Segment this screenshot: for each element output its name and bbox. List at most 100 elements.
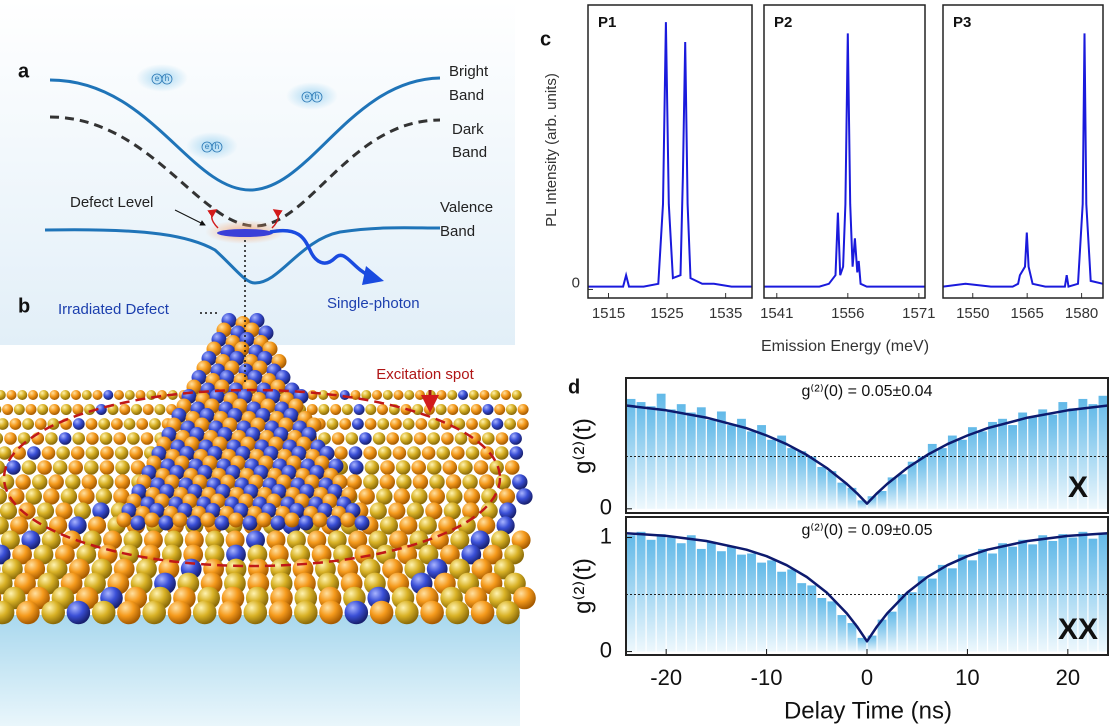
histogram-bar: [957, 439, 967, 509]
histogram-bar: [696, 407, 706, 509]
atom: [27, 446, 41, 460]
plot-frame: [942, 4, 1104, 299]
x-tick-label: -10: [751, 665, 783, 690]
atom: [68, 516, 87, 535]
atom: [127, 432, 140, 445]
atom: [427, 432, 441, 445]
atom: [25, 404, 37, 415]
atom: [458, 390, 468, 400]
atom: [348, 446, 363, 460]
panel-a: a e h e h e h Bright Band Dark: [0, 0, 515, 345]
atom: [465, 446, 480, 460]
histogram-bar: [1068, 408, 1078, 509]
x-tick-label: -20: [650, 665, 682, 690]
atom: [84, 460, 99, 475]
atom: [393, 390, 404, 400]
y-axis-label: g⁽²⁾(t): [569, 418, 596, 474]
relaxation-arrow: [207, 209, 219, 229]
atom: [12, 446, 26, 460]
y-tick-label: 0: [572, 274, 580, 291]
histogram-bar: [1048, 414, 1058, 509]
atom: [400, 432, 413, 445]
atom: [81, 474, 98, 490]
fit-curve: [625, 531, 1109, 643]
atom: [85, 418, 98, 430]
histogram-bar: [968, 427, 977, 509]
atom: [184, 530, 204, 550]
atom: [435, 404, 447, 415]
atom: [72, 432, 85, 445]
atom: [440, 544, 460, 565]
atom: [119, 404, 131, 415]
histogram-bar: [887, 611, 897, 652]
spectrum-line: [588, 22, 752, 288]
atom: [429, 474, 445, 490]
histogram-bar: [1078, 398, 1088, 509]
histogram-bar: [857, 500, 867, 509]
histogram-bar: [747, 431, 756, 509]
atom: [60, 488, 78, 505]
histogram-bar: [917, 456, 927, 509]
spectrum-line: [764, 33, 925, 288]
histogram-bar: [827, 601, 837, 652]
histogram-bar: [927, 578, 937, 652]
atom: [489, 460, 504, 475]
carrier-label: h: [165, 74, 169, 83]
atom: [363, 474, 379, 490]
histogram-bar: [716, 411, 726, 509]
atom: [494, 404, 506, 415]
annotation: g⁽²⁾(0) = 0.05±0.04: [802, 383, 933, 400]
atom: [511, 390, 522, 400]
histogram-bar: [897, 594, 907, 652]
histogram-bar: [767, 439, 777, 509]
atom: [70, 446, 85, 460]
histogram-bar: [737, 554, 746, 652]
histogram-bar: [706, 419, 716, 509]
chart-title: P3: [953, 14, 971, 31]
atom: [402, 418, 415, 430]
atom: [114, 474, 131, 490]
atom: [482, 404, 494, 415]
plot-area: [626, 378, 1108, 513]
atom: [143, 530, 163, 550]
carrier-label: e: [205, 142, 210, 151]
histogram-bar: [777, 571, 787, 652]
atom: [95, 488, 113, 505]
atom: [462, 502, 480, 520]
atom: [270, 515, 286, 531]
atom: [463, 488, 481, 505]
atom: [114, 390, 124, 400]
histogram-bar: [656, 534, 666, 652]
atom: [512, 474, 528, 490]
histogram-bar: [757, 562, 766, 652]
atom: [428, 488, 445, 505]
atom: [468, 390, 479, 400]
atom: [326, 418, 339, 430]
atom: [445, 474, 462, 490]
atom: [37, 404, 49, 415]
atom: [396, 474, 412, 490]
state-label: XX: [1058, 613, 1098, 646]
atom: [103, 390, 114, 400]
x-tick-label: 1535: [709, 305, 742, 322]
atom: [399, 516, 418, 535]
atom: [415, 390, 425, 400]
histogram-bar: [1018, 539, 1028, 652]
histogram-bar: [1058, 534, 1068, 652]
x-tick-label: 10: [955, 665, 979, 690]
histogram-bar: [867, 635, 877, 652]
atom: [200, 512, 216, 528]
atom: [113, 432, 126, 445]
atom: [99, 460, 115, 475]
atom: [22, 418, 34, 430]
atom: [499, 502, 517, 520]
atom: [504, 418, 516, 430]
histogram-bar: [847, 487, 857, 509]
histogram-bar: [837, 615, 847, 652]
histogram-bar: [1028, 416, 1038, 509]
atom: [436, 390, 447, 400]
atom: [9, 418, 22, 430]
annotation: g⁽²⁾(0) = 0.09±0.05: [802, 522, 933, 539]
atom: [411, 488, 428, 505]
atom: [470, 600, 495, 625]
